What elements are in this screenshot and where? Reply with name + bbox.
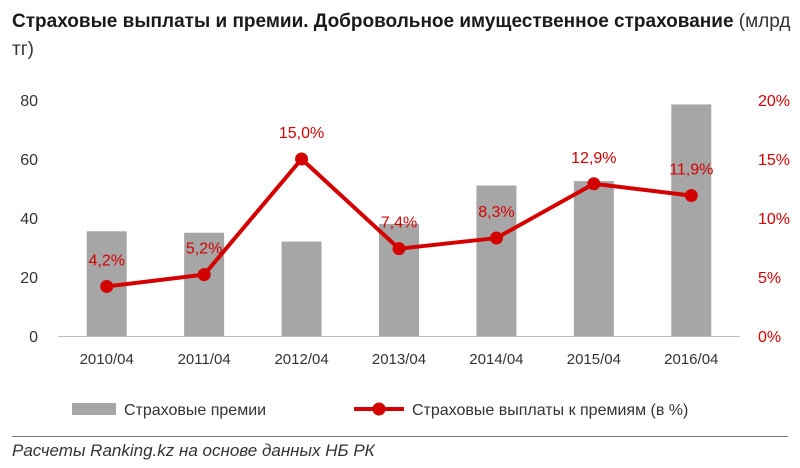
line-group: 4,2% 5,2% 15,0% 7,4% 8,3% 12,9% 11,9% — [88, 125, 713, 293]
title-unit: (млрд тг) — [12, 11, 791, 60]
bar-2014/04 — [476, 185, 517, 336]
bar-2012/04 — [281, 241, 322, 336]
legend-group: Страховые премии Страховые выплаты к прем… — [72, 402, 688, 419]
y-left-tick-0: 0 — [29, 329, 38, 346]
y-left-tick-80: 80 — [20, 93, 38, 110]
legend-line-label: Страховые выплаты к премиям (в %) — [412, 402, 688, 419]
line-point-2013/04 — [392, 242, 406, 256]
x-tick-2015/04: 2015/04 — [567, 351, 621, 368]
y-right-tick-5%: 5% — [758, 270, 781, 287]
data-label-2015/04: 12,9% — [571, 150, 616, 167]
x-tick-2012/04: 2012/04 — [274, 351, 328, 368]
y-right-tick-15%: 15% — [758, 152, 790, 169]
line-point-2015/04 — [587, 177, 601, 191]
axes-group: 0 20 40 60 80 0% 5% 10% 15% 20% 2010/04 2011/04 2012… — [20, 93, 790, 368]
y-left-tick-60: 60 — [20, 152, 38, 169]
line-point-2011/04 — [197, 268, 211, 282]
legend-bar-swatch — [72, 403, 116, 415]
line-point-2012/04 — [295, 152, 309, 166]
source-divider — [12, 436, 788, 437]
combo-chart: 4,2% 5,2% 15,0% 7,4% 8,3% 12,9% 11,9% 0 20 40 60 8… — [20, 93, 790, 419]
data-label-2016/04: 11,9% — [669, 162, 713, 179]
x-tick-2013/04: 2013/04 — [372, 351, 426, 368]
legend-line-marker — [372, 402, 386, 416]
line-point-2016/04 — [684, 189, 698, 203]
y-left-tick-20: 20 — [20, 270, 38, 287]
x-tick-2010/04: 2010/04 — [80, 351, 134, 368]
bars-group — [86, 104, 712, 336]
chart-title: Страховые выплаты и премии. Добровольное… — [12, 8, 792, 64]
line-point-2010/04 — [100, 279, 114, 293]
bar-2013/04 — [379, 223, 419, 336]
data-label-2012/04: 15,0% — [279, 125, 324, 142]
data-label-2010/04: 4,2% — [88, 252, 124, 269]
x-tick-2011/04: 2011/04 — [178, 351, 231, 368]
source-note: Расчеты Ranking.kz на основе данных НБ Р… — [12, 441, 375, 460]
x-tick-2016/04: 2016/04 — [664, 351, 718, 368]
y-right-tick-0%: 0% — [758, 329, 781, 346]
y-right-tick-20%: 20% — [758, 93, 790, 110]
y-left-tick-40: 40 — [20, 211, 38, 228]
y-right-tick-10%: 10% — [758, 211, 790, 228]
line-point-2014/04 — [489, 231, 503, 245]
bar-2011/04 — [184, 232, 225, 336]
data-label-2011/04: 5,2% — [186, 241, 222, 258]
bar-2016/04 — [671, 104, 712, 336]
bar-2015/04 — [573, 181, 614, 336]
data-label-2013/04: 7,4% — [381, 215, 417, 232]
legend-bar-label: Страховые премии — [124, 402, 266, 419]
data-label-2014/04: 8,3% — [478, 204, 514, 221]
x-tick-2014/04: 2014/04 — [469, 351, 523, 368]
title-text: Страховые выплаты и премии. Добровольное… — [12, 11, 734, 32]
